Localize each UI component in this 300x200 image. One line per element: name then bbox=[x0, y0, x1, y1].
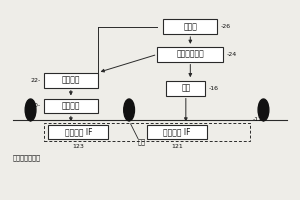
Bar bbox=[44, 73, 98, 88]
Bar bbox=[44, 99, 98, 113]
Text: 121: 121 bbox=[171, 144, 183, 149]
Bar bbox=[44, 123, 250, 141]
Text: 运算电路: 运算电路 bbox=[61, 76, 80, 85]
Bar bbox=[147, 125, 207, 139]
Bar bbox=[164, 19, 217, 34]
Text: -24: -24 bbox=[227, 52, 237, 57]
Text: 光信号控制部: 光信号控制部 bbox=[176, 50, 204, 59]
Text: -16: -16 bbox=[209, 86, 219, 91]
Ellipse shape bbox=[25, 99, 36, 121]
Text: 123: 123 bbox=[72, 144, 84, 149]
Text: 光检测部 IF: 光检测部 IF bbox=[64, 127, 92, 136]
Text: 生物体（皮肤）: 生物体（皮肤） bbox=[13, 154, 40, 161]
Bar bbox=[167, 81, 205, 96]
Ellipse shape bbox=[258, 99, 269, 121]
Text: 光照射部 IF: 光照射部 IF bbox=[163, 127, 190, 136]
Bar bbox=[49, 125, 108, 139]
Bar bbox=[158, 47, 223, 62]
Text: -26: -26 bbox=[221, 24, 231, 29]
Text: 光检测器: 光检测器 bbox=[61, 101, 80, 110]
Text: 控制器: 控制器 bbox=[183, 22, 197, 31]
Text: -12: -12 bbox=[253, 117, 263, 122]
Text: 毛发: 毛发 bbox=[138, 139, 146, 145]
Ellipse shape bbox=[124, 99, 134, 121]
Text: 20-: 20- bbox=[30, 103, 40, 108]
Text: 22-: 22- bbox=[30, 78, 40, 83]
Text: 光源: 光源 bbox=[181, 84, 190, 93]
